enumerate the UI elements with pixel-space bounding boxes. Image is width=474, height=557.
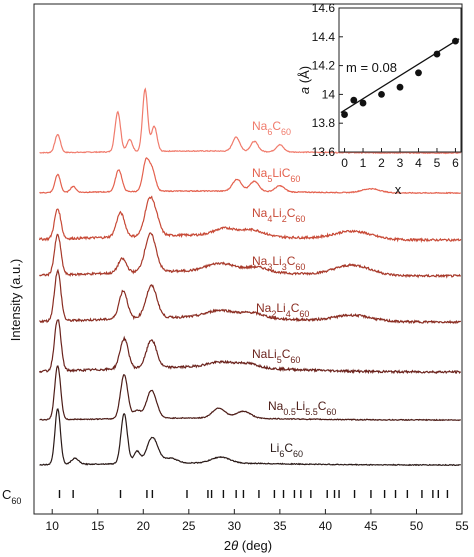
inset-x-tick-label: 1 [360,156,367,170]
series-label: NaLi5C60 [252,347,300,365]
lattice-parameter-inset: 0 1 2 3 4 5 6 13.6 13.8 14 14.2 14.4 14.6 m = 0.08 a… [297,1,462,197]
inset-x-tick-label: 3 [397,156,404,170]
inset-y-tick-label: 13.8 [312,116,336,130]
series-label: Na0.5Li5.5C60 [268,399,336,417]
series-label: Na5LiC60 [252,166,300,184]
main-y-axis-label: Intensity (a.u.) [8,259,23,341]
x-tick-label: 50 [410,519,424,533]
series-label: Li6C60 [270,441,303,459]
inset-x-tick-label: 0 [341,156,348,170]
inset-y-axis-label: a (Å) [297,66,312,94]
x-tick-label: 45 [364,519,378,533]
x-tick-label: 20 [137,519,151,533]
c60-reference-ticks [58,490,449,498]
xrd-series-line [39,268,462,325]
x-tick-label: 10 [46,519,60,533]
main-x-axis: 10 15 20 25 30 35 40 45 50 55 [46,509,469,533]
xrd-series-line [38,195,462,244]
inset-y-tick-label: 14.4 [312,30,336,44]
main-x-axis-label: 2θ (deg) [224,538,272,553]
series-label: Na4Li2C60 [252,206,305,224]
xrd-series-line [39,365,461,422]
inset-data-point [433,50,441,58]
inset-data-point [359,99,367,107]
inset-data-point [396,83,404,91]
linear-fit-line [340,38,460,114]
inset-data-point [415,69,422,77]
inset-y-tick-label: 14.6 [312,1,336,15]
x-tick-label: 25 [182,519,196,533]
xrd-main-chart: Na6C60 Na5LiC60 Na4Li2C60 Na3Li3C60 Na2Li4C6… [2,3,469,553]
inset-x-tick-label: 4 [415,156,422,170]
xrd-series-line [39,157,461,195]
inset-background [339,8,461,152]
xrd-series-line [38,319,461,375]
inset-y-tick-label: 14.2 [312,59,336,73]
inset-x-tick-label: 2 [378,156,385,170]
inset-y-tick-label: 14 [322,87,336,101]
series-labels: Na6C60 Na5LiC60 Na4Li2C60 Na3Li3C60 Na2Li4C6… [252,119,336,459]
inset-x-tick-label: 5 [434,156,441,170]
xrd-series-line [39,87,461,155]
x-tick-label: 15 [91,519,105,533]
x-tick-label: 30 [228,519,242,533]
series-label: Na6C60 [252,119,291,137]
c60-reference-label: C60 [2,487,21,506]
xrd-series-group [38,87,462,467]
x-tick-label: 40 [319,519,333,533]
inset-y-tick-label: 13.6 [312,145,336,159]
slope-annotation: m = 0.08 [346,60,397,75]
x-tick-label: 35 [273,519,287,533]
inset-x-axis-label: x [395,182,402,197]
series-label: Na3Li3C60 [252,254,305,272]
xrd-series-line [39,408,461,467]
inset-x-tick-label: 6 [452,156,459,170]
inset-data-point [341,111,348,118]
series-label: Na2Li4C60 [256,301,309,319]
inset-data-points [341,37,459,118]
x-tick-label: 55 [455,519,469,533]
inset-data-point [350,96,358,104]
inset-data-point [378,91,385,98]
inset-data-point [452,37,459,45]
main-plot-frame [33,3,463,515]
xrd-series-line [39,232,461,279]
inset-axes: 0 1 2 3 4 5 6 13.6 13.8 14 14.2 14.4 14.6 [312,1,459,170]
